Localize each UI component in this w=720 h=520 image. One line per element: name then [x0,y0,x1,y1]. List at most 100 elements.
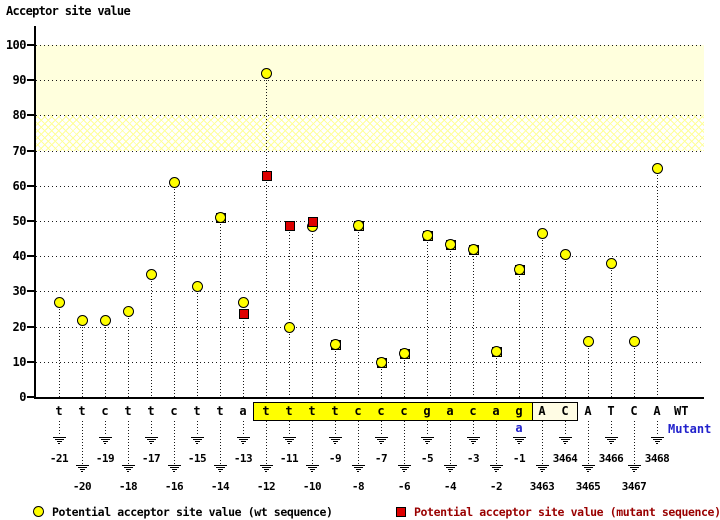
ground-icon [539,469,545,470]
position-label: -8 [351,480,365,493]
ground-icon [146,439,156,440]
position-stem [657,421,658,436]
ground-icon [493,469,499,470]
value-stem [565,258,566,397]
value-stem [243,305,244,397]
y-gridline [36,45,704,46]
ground-icon [376,439,386,440]
ground-icon [445,467,455,468]
ground-icon [378,441,384,442]
ground-icon [420,437,434,438]
position-label: -16 [164,480,184,493]
y-tick [27,114,34,117]
acceptor-site-box [532,402,578,421]
wt-marker [261,68,272,80]
ground-icon [583,467,593,468]
position-label: -6 [397,480,411,493]
position-stem [151,421,152,436]
wt-marker [514,263,525,275]
ground-icon [123,467,133,468]
ground-icon [468,439,478,440]
value-stem [427,239,428,397]
y-gridline [36,291,704,293]
ground-icon [213,465,227,466]
value-stem [82,323,83,397]
position-label: -4 [443,480,457,493]
ground-icon [558,437,572,438]
position-label: -17 [141,452,161,465]
position-stem [427,421,428,436]
position-stem [473,421,474,436]
ground-icon [196,443,198,444]
value-stem [450,247,451,397]
value-stem [542,237,543,397]
y-gridline [36,326,704,328]
mutant-marker-icon [396,507,406,517]
ground-icon [288,443,290,444]
y-tick-label: 60 [12,178,27,193]
wt-marker [445,238,456,250]
ground-icon [608,441,614,442]
ground-icon [610,443,612,444]
ground-icon [171,469,177,470]
base-letter: A [584,404,592,418]
ground-icon [305,465,319,466]
ground-icon [541,471,543,472]
position-label: -3 [466,452,480,465]
wt-marker [606,258,617,270]
ground-icon [587,471,589,472]
value-stem [289,228,290,397]
y-tick [27,184,34,187]
position-label: -21 [49,452,69,465]
base-letter: C [630,404,638,418]
mutant-marker [239,308,249,319]
mutant-marker [262,171,272,182]
mutant-base-letter: a [515,421,523,435]
base-letter: t [78,404,86,418]
ground-icon [77,467,87,468]
position-label: -1 [512,452,526,465]
base-letter: C [561,404,569,418]
ground-icon [491,467,501,468]
position-stem [174,421,175,464]
ground-icon [328,437,342,438]
ground-icon [284,439,294,440]
value-stem [197,290,198,397]
base-letter: c [170,404,178,418]
ground-icon [585,469,591,470]
ground-icon [148,441,154,442]
ground-icon [54,439,64,440]
legend-wt-label: Potential acceptor site value (wt sequen… [52,505,333,519]
ground-icon [217,469,223,470]
y-tick-label: 90 [12,73,27,88]
wt-marker [146,268,157,280]
ground-icon [353,467,363,468]
ground-icon [219,471,221,472]
wt-marker [77,314,88,326]
position-stem [312,421,313,464]
position-stem [220,421,221,464]
ground-icon [403,471,405,472]
value-stem [312,225,313,397]
ground-icon [236,437,250,438]
wt-marker [238,296,249,308]
legend-wt: Potential acceptor site value (wt sequen… [33,505,333,519]
position-label: -18 [118,480,138,493]
position-stem [450,421,451,464]
ground-icon [104,443,106,444]
ground-icon [215,467,225,468]
position-label: 3463 [529,480,555,493]
position-label: -2 [489,480,503,493]
value-stem [358,228,359,397]
base-letter: t [55,404,63,418]
position-label: -5 [420,452,434,465]
ground-icon [144,437,158,438]
value-stem [404,357,405,397]
ground-icon [512,437,526,438]
ground-icon [121,465,135,466]
value-stem [611,267,612,397]
position-label: -9 [328,452,342,465]
base-letter: t [124,404,132,418]
position-stem [588,421,589,464]
position-stem [289,421,290,436]
